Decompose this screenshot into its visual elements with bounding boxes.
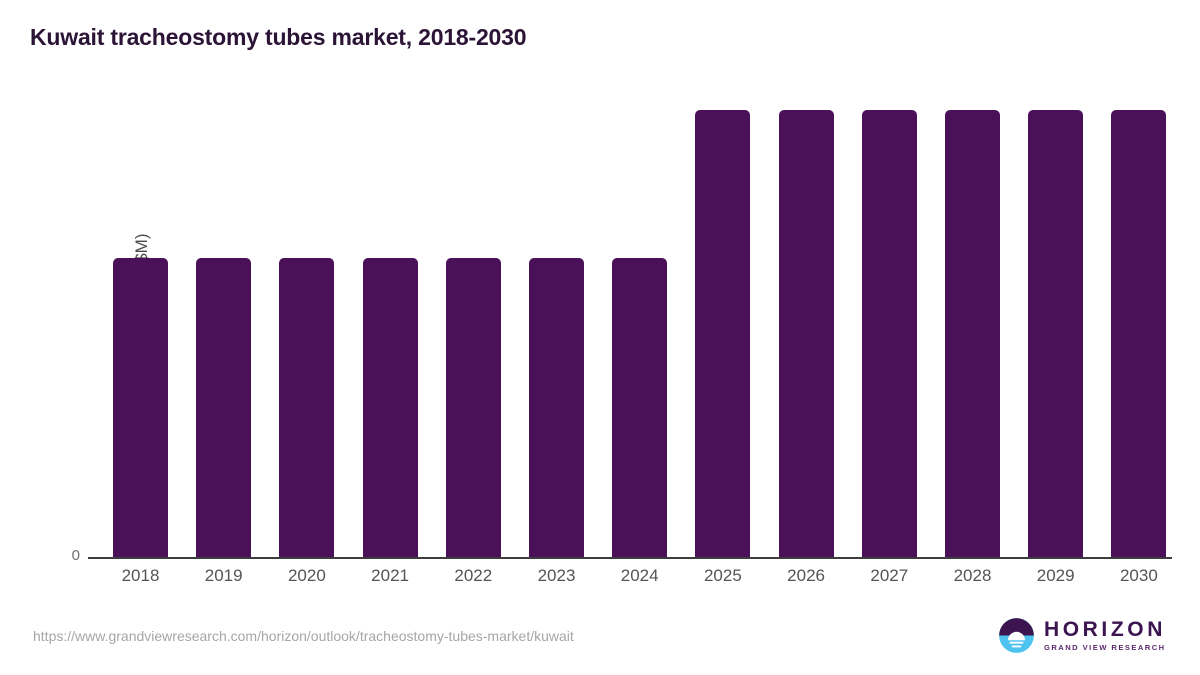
bar-group: 2018 — [113, 92, 168, 585]
bar[interactable] — [695, 109, 751, 558]
x-axis-tick-label: 2021 — [371, 566, 409, 585]
bar[interactable] — [113, 257, 168, 558]
x-axis-tick-label: 2018 — [121, 566, 160, 585]
plot-area: 2018 2019 2020 2021 2022 2023 2024 2025 2026 2027… — [88, 92, 1172, 585]
horizon-logo-icon — [999, 618, 1034, 653]
x-axis-tick-label: 2025 — [703, 566, 742, 585]
x-axis-tick-label: 2027 — [870, 566, 909, 585]
bar[interactable] — [861, 109, 917, 558]
x-axis-tick-label: 2028 — [953, 566, 992, 585]
x-axis-tick-label: 2023 — [537, 566, 576, 585]
bar-group: 2030 — [1111, 92, 1167, 585]
bar[interactable] — [778, 109, 834, 558]
bar-group: 2024 — [612, 92, 668, 585]
bar-group: 2023 — [529, 92, 584, 585]
bar[interactable] — [196, 257, 252, 558]
bar[interactable] — [445, 257, 501, 558]
x-axis-tick-label: 2020 — [287, 566, 326, 585]
y-axis-tick-0: 0 — [71, 547, 80, 564]
bar-group: 2020 — [279, 92, 335, 585]
logo-tagline: GRAND VIEW RESEARCH — [1043, 643, 1166, 653]
horizon-logo: HORIZON GRAND VIEW RESEARCH — [998, 617, 1166, 654]
x-axis-line — [88, 557, 1172, 559]
bar-group: 2019 — [196, 92, 252, 585]
bar-group: 2025 — [695, 92, 751, 585]
x-axis-tick-label: 2026 — [787, 566, 825, 585]
bar[interactable] — [612, 257, 668, 558]
bar-group: 2028 — [945, 92, 1000, 585]
bar[interactable] — [945, 109, 1000, 558]
horizon-logo-text: HORIZON GRAND VIEW RESEARCH — [1044, 619, 1166, 652]
page-title: Kuwait tracheostomy tubes market, 2018-2… — [30, 24, 527, 50]
bar[interactable] — [279, 257, 335, 558]
x-axis-tick-label: 2024 — [620, 566, 659, 585]
bar-group: 2021 — [362, 92, 418, 585]
bar-group: 2026 — [778, 92, 834, 585]
bar-group: 2029 — [1028, 92, 1084, 585]
x-axis-tick-label: 2022 — [454, 566, 493, 585]
bar[interactable] — [529, 257, 584, 558]
bar[interactable] — [1028, 109, 1084, 558]
x-axis-tick-label: 2029 — [1036, 566, 1075, 585]
bar-group: 2027 — [861, 92, 917, 585]
bar-group: 2022 — [445, 92, 501, 585]
bar[interactable] — [362, 257, 418, 558]
logo-wordmark: HORIZON — [1043, 618, 1166, 642]
x-axis-tick-label: 2019 — [204, 566, 243, 585]
bar[interactable] — [1111, 109, 1167, 558]
x-axis-tick-label: 2030 — [1119, 566, 1158, 585]
source-url[interactable]: https://www.grandviewresearch.com/horizo… — [33, 628, 574, 644]
